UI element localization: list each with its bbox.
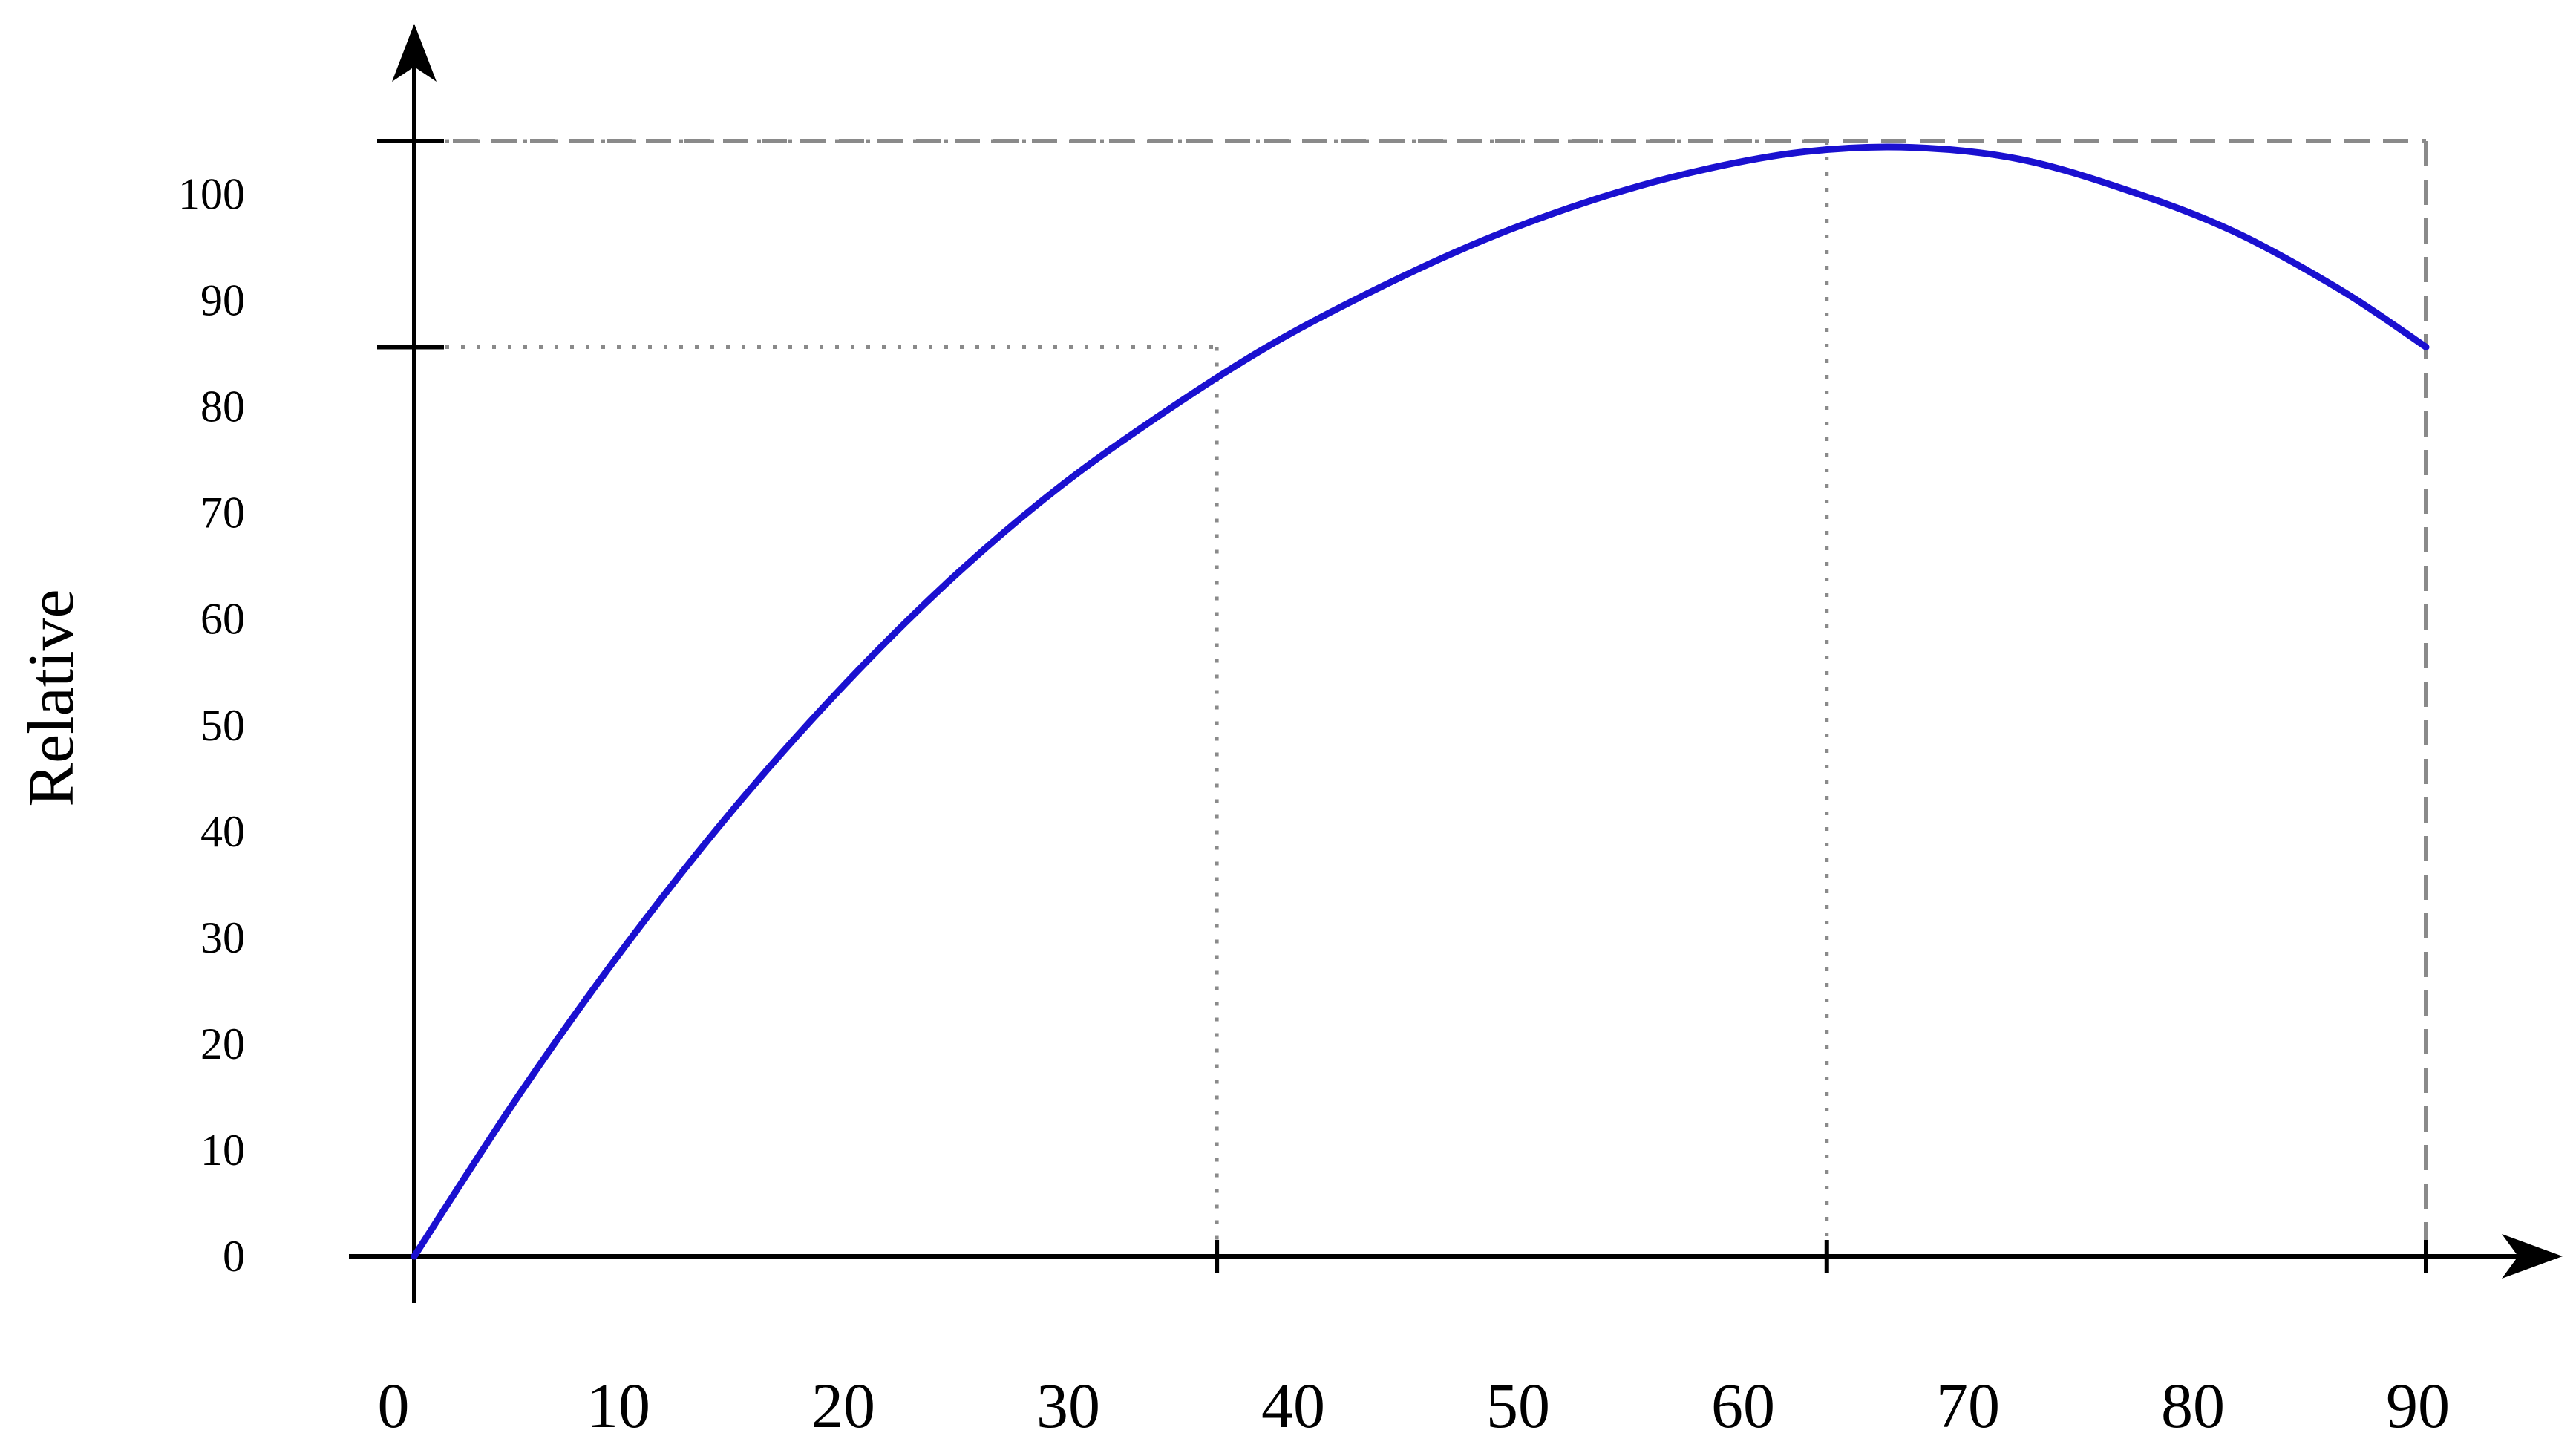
x-tick-label-50: 50 <box>1486 1370 1550 1441</box>
y-tick-label-40: 40 <box>200 807 245 856</box>
series-line-1 <box>411 143 2430 1260</box>
x-tick-label-30: 30 <box>1036 1370 1100 1441</box>
x-tick-label-10: 10 <box>586 1370 650 1441</box>
y-axis-title: Relative <box>16 589 88 806</box>
x-tick-label-60: 60 <box>1711 1370 1775 1441</box>
y-tick-label-100: 100 <box>178 170 245 219</box>
y-axis-arrow <box>392 24 437 82</box>
y-tick-label-90: 90 <box>200 276 245 325</box>
x-tick-label-40: 40 <box>1261 1370 1325 1441</box>
y-tick-label-50: 50 <box>200 701 245 750</box>
y-tick-label-60: 60 <box>200 595 245 644</box>
axes <box>349 24 2563 1303</box>
x-axis-arrow <box>2502 1234 2563 1279</box>
x-tick-label-90: 90 <box>2386 1370 2450 1441</box>
y-tick-label-0: 0 <box>223 1232 245 1281</box>
x-tick-labels: 0 10 20 30 40 50 60 70 80 90 <box>378 1370 2451 1441</box>
y-tick-label-10: 10 <box>200 1126 245 1175</box>
y-tick-labels: 0 10 20 30 40 50 60 70 80 90 100 <box>178 170 245 1281</box>
y-tick-label-30: 30 <box>200 913 245 962</box>
series-layer <box>411 143 2430 1260</box>
y-tick-label-20: 20 <box>200 1019 245 1068</box>
x-tick-label-70: 70 <box>1936 1370 2000 1441</box>
x-tick-label-80: 80 <box>2161 1370 2225 1441</box>
x-tick-label-0: 0 <box>378 1370 410 1441</box>
y-tick-label-80: 80 <box>200 382 245 431</box>
reference-lines <box>414 139 2428 1256</box>
y-tick-label-70: 70 <box>200 489 245 538</box>
x-tick-label-20: 20 <box>811 1370 875 1441</box>
